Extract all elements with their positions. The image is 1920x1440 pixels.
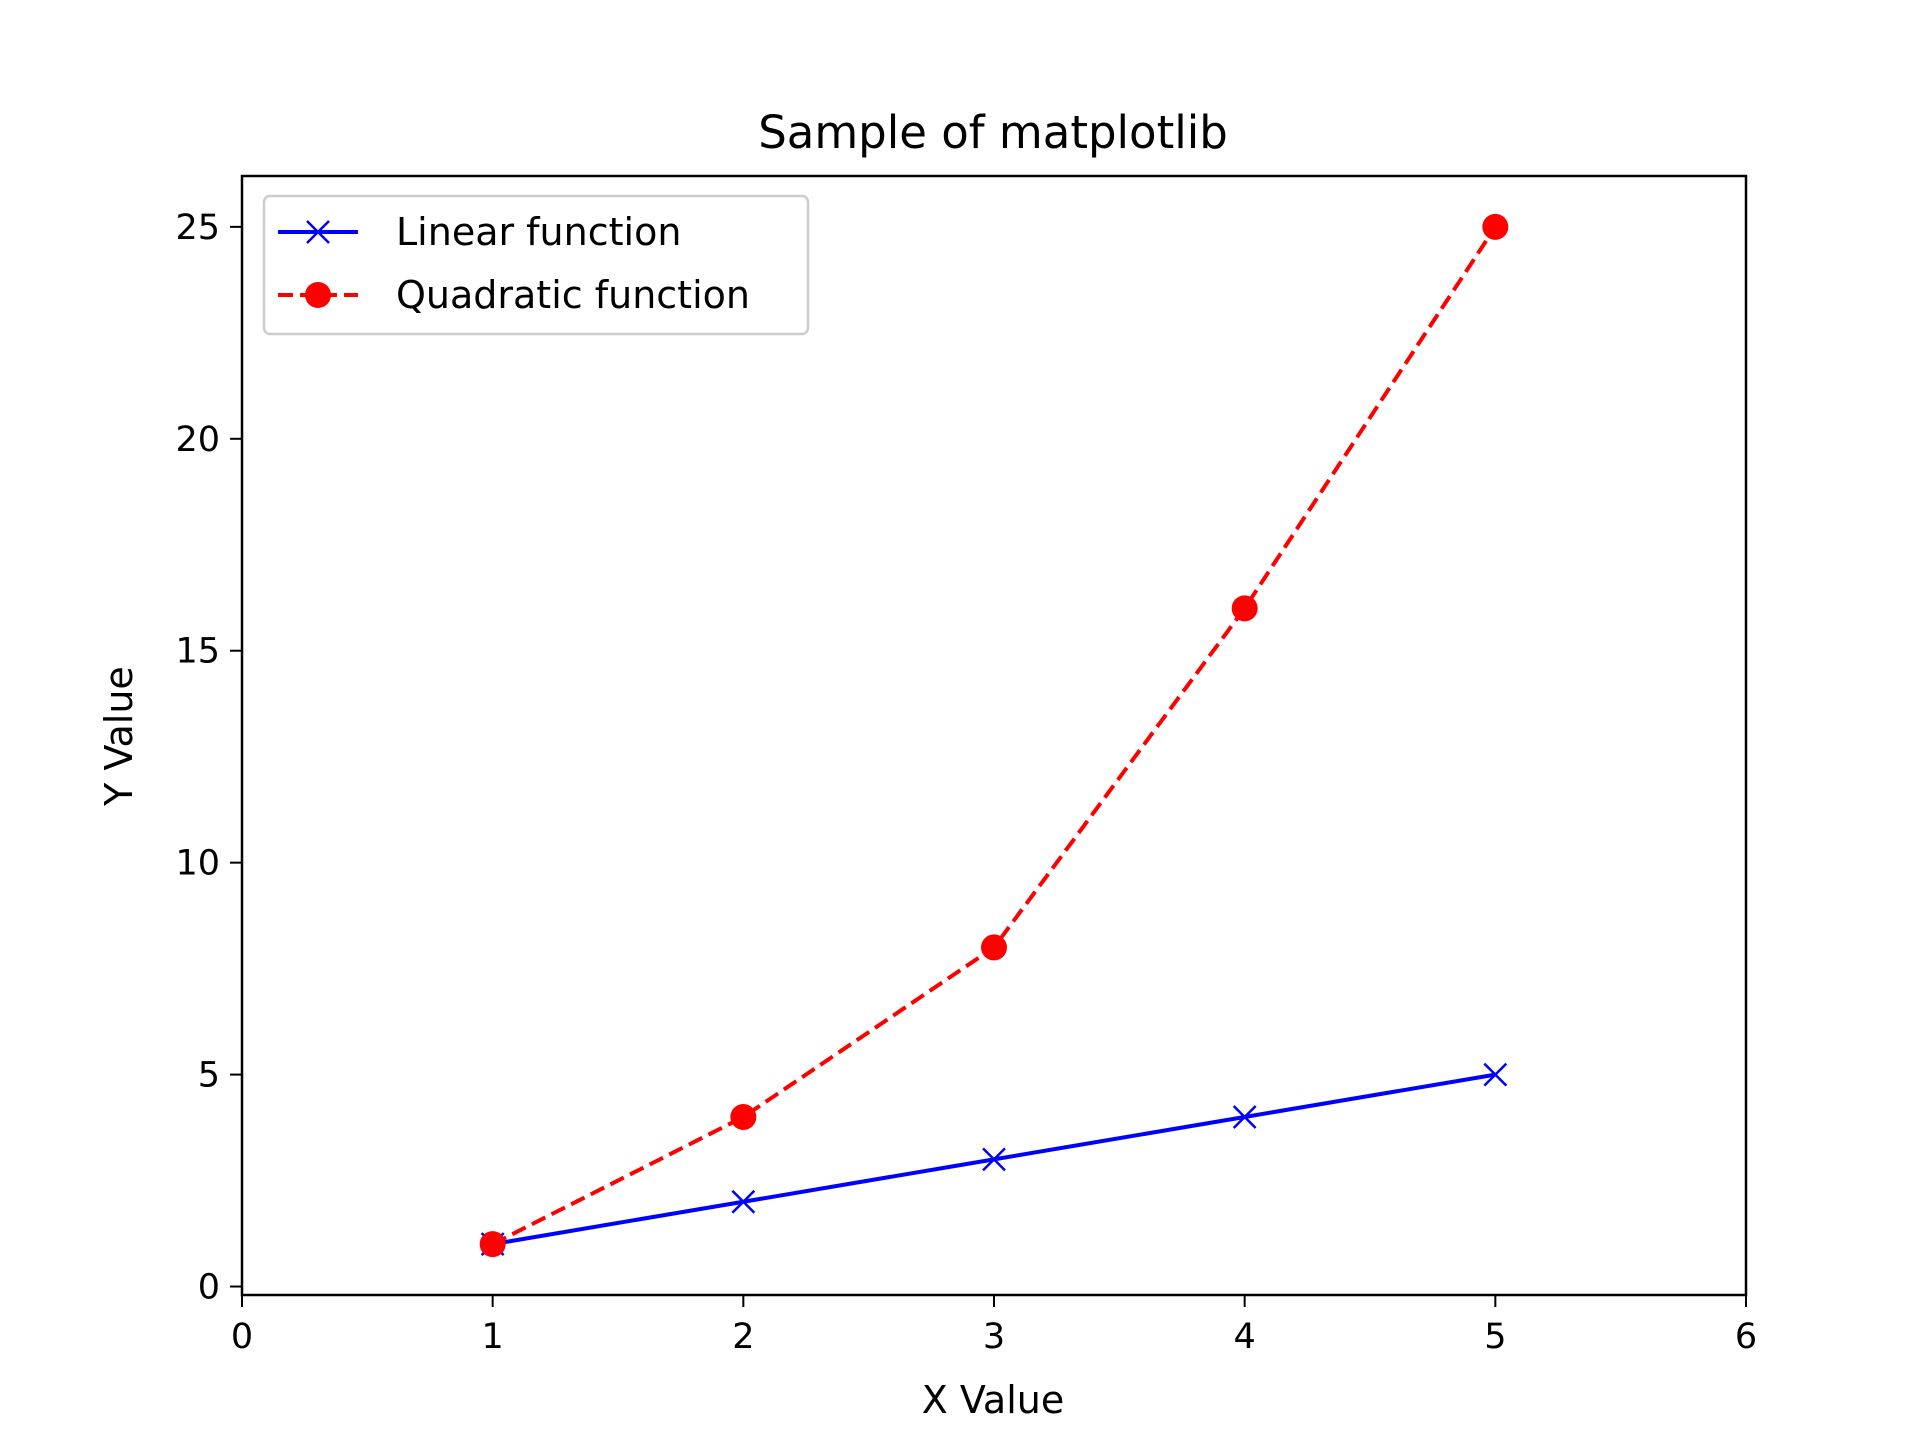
data-point	[1232, 1105, 1257, 1129]
x-axis: 0 1 2 3 4 5 6	[231, 1295, 1757, 1357]
data-point	[731, 1189, 756, 1214]
y-tick-label: 5	[198, 1056, 220, 1096]
y-tick-label: 0	[198, 1268, 220, 1308]
data-point	[982, 1147, 1006, 1172]
x-tick-label: 3	[983, 1317, 1005, 1357]
data-point	[1483, 1062, 1508, 1087]
series-2	[479, 213, 1509, 1258]
legend-marker	[305, 282, 331, 308]
plot-area	[479, 213, 1509, 1258]
x-tick-label: 6	[1735, 1317, 1757, 1357]
legend-label: Quadratic function	[396, 273, 750, 317]
y-tick-label: 15	[175, 632, 220, 672]
legend-box	[262, 194, 810, 336]
data-point	[981, 934, 1007, 961]
x-axis-title: X Value	[922, 1378, 1064, 1422]
y-tick-label: 25	[175, 208, 220, 248]
legend-marker	[306, 220, 330, 244]
data-point	[479, 1231, 506, 1258]
legend: Linear function Quadratic function	[262, 194, 810, 336]
legend-label: Linear function	[396, 210, 681, 254]
x-tick-label: 0	[231, 1317, 253, 1357]
data-point	[1482, 213, 1509, 240]
y-tick-label: 10	[175, 844, 220, 884]
x-tick-label: 1	[482, 1317, 504, 1357]
x-tick-label: 5	[1484, 1317, 1506, 1357]
x-tick-label: 4	[1234, 1317, 1256, 1357]
data-point	[1231, 595, 1258, 622]
chart-title: Sample of matplotlib	[758, 106, 1228, 159]
y-axis-title: Y Value	[97, 666, 141, 807]
legend-entry: Linear function	[278, 210, 681, 254]
legend-entry: Quadratic function	[278, 273, 750, 317]
x-tick-label: 2	[732, 1317, 754, 1357]
data-point	[730, 1103, 757, 1130]
y-tick-label: 20	[175, 420, 220, 460]
y-axis: 0 5 10 15 20 25	[175, 208, 242, 1308]
